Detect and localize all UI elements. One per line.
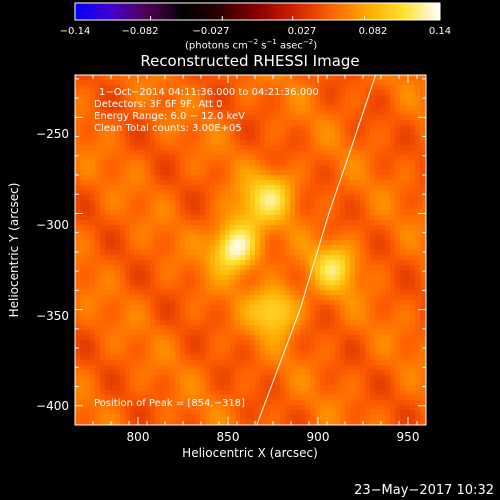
- chart-title: Reconstructed RHESSI Image: [140, 52, 360, 70]
- x-tick-label: 800: [126, 430, 150, 444]
- clean-counts-label: Clean Total counts: 3.00E+05: [94, 123, 242, 134]
- x-tick-label: 950: [396, 430, 420, 444]
- colorbar-tick-label: 0.14: [428, 26, 452, 37]
- units-text: asec: [276, 40, 303, 52]
- peak-position-label: Position of Peak = [854,−318]: [94, 398, 245, 409]
- heatmap-image: [75, 75, 427, 426]
- y-tick-label: −350: [36, 309, 69, 323]
- x-tick-label: 850: [216, 430, 240, 444]
- time-range-label: 1−Oct−2014 04:11:36.000 to 04:21:36.000: [99, 87, 319, 98]
- y-tick-label: −250: [36, 127, 69, 141]
- y-axis-label: Heliocentric Y (arcsec): [7, 182, 21, 318]
- energy-range-label: Energy Range: 6.0 − 12.0 keV: [94, 111, 245, 122]
- colorbar-tick-label: −0.027: [192, 26, 230, 37]
- units-text: s: [258, 40, 267, 52]
- axis-ticks: [75, 75, 426, 425]
- units-text: (photons cm: [185, 40, 248, 52]
- units-exp: −1: [266, 38, 277, 46]
- x-axis-label: Heliocentric X (arcsec): [182, 446, 318, 460]
- colorbar: [74, 2, 441, 21]
- colorbar-tick-label: 0.027: [287, 26, 317, 37]
- detectors-label: Detectors: 3F 6F 9F, Att 0: [94, 99, 223, 110]
- units-exp: −2: [302, 38, 314, 46]
- colorbar-units: (photons cm−2 s−1 asec−2): [185, 38, 317, 51]
- colorbar-tick-label: 0.082: [358, 26, 388, 37]
- y-tick-label: −300: [36, 218, 69, 232]
- x-tick-label: 900: [306, 430, 330, 444]
- colorbar-ticks: [74, 16, 441, 20]
- units-exp: −2: [247, 38, 259, 46]
- colorbar-tick-label: −0.14: [59, 26, 91, 37]
- y-tick-label: −400: [36, 399, 69, 413]
- colorbar-tick-label: −0.082: [121, 26, 159, 37]
- solar-limb-line: [256, 74, 377, 426]
- plot-frame: [74, 74, 427, 426]
- units-text: ): [313, 40, 318, 52]
- date-stamp: 23−May−2017 10:32: [354, 483, 494, 498]
